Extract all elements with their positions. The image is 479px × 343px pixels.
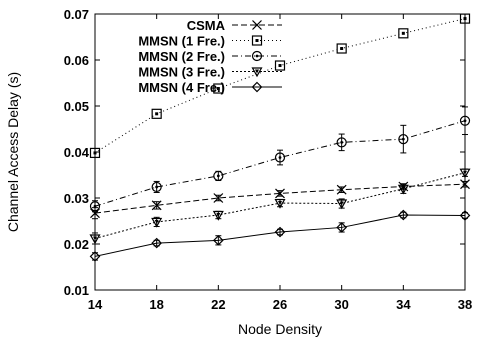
- legend-entry: MMSN (3 Fre.): [138, 65, 282, 80]
- data-point: [336, 43, 347, 54]
- data-point: [151, 108, 162, 119]
- data-point: [274, 60, 286, 71]
- data-point: [398, 28, 409, 39]
- data-point: [213, 193, 224, 203]
- data-point: [213, 170, 224, 182]
- y-tick-label: 0.05: [64, 99, 89, 114]
- legend-marker: [251, 50, 263, 62]
- y-tick-label: 0.07: [64, 7, 89, 22]
- y-tick-label: 0.06: [64, 53, 89, 68]
- legend-label: CSMA: [187, 18, 226, 33]
- x-tick-label: 30: [334, 297, 348, 312]
- y-tick-label: 0.01: [64, 283, 89, 298]
- legend-entry: CSMA: [187, 18, 282, 33]
- series-line: [94, 183, 466, 214]
- data-point: [398, 134, 409, 145]
- legend-marker: [251, 35, 263, 46]
- data-point: [397, 209, 409, 221]
- data-point: [151, 237, 163, 249]
- data-point: [151, 217, 163, 228]
- series-5: [89, 209, 471, 262]
- x-tick-label: 26: [273, 297, 287, 312]
- legend-marker: [251, 67, 263, 78]
- x-axis-label: Node Density: [238, 321, 322, 337]
- data-point: [212, 210, 224, 221]
- x-tick-label: 38: [458, 297, 472, 312]
- legend-entry: MMSN (4 Fre.): [138, 80, 282, 95]
- data-point: [336, 184, 347, 195]
- y-tick-label: 0.02: [64, 237, 89, 252]
- data-point: [212, 234, 224, 246]
- y-tick-label: 0.03: [64, 191, 89, 206]
- data-point: [336, 222, 348, 233]
- legend-marker: [251, 81, 263, 93]
- legend-entry: MMSN (1 Fre.): [138, 34, 282, 49]
- x-tick-label: 34: [396, 297, 411, 312]
- data-point: [336, 199, 348, 210]
- data-point: [151, 200, 162, 211]
- data-point: [275, 188, 285, 199]
- x-tick-label: 22: [211, 297, 225, 312]
- legend-marker: [252, 20, 262, 30]
- data-point: [213, 83, 224, 94]
- legend-label: MMSN (3 Fre.): [138, 65, 225, 80]
- x-tick-label: 14: [88, 297, 103, 312]
- data-point: [151, 181, 162, 193]
- data-point: [397, 184, 409, 195]
- legend-entry: MMSN (2 Fre.): [138, 49, 282, 64]
- legend-label: MMSN (1 Fre.): [138, 34, 225, 49]
- data-point: [274, 198, 286, 209]
- legend-label: MMSN (2 Fre.): [138, 49, 225, 64]
- x-tick-label: 18: [149, 297, 163, 312]
- legend-label: MMSN (4 Fre.): [138, 80, 225, 95]
- data-point: [274, 152, 286, 163]
- y-axis-label: Channel Access Delay (s): [5, 72, 21, 232]
- data-point: [274, 226, 286, 238]
- data-point: [336, 137, 347, 148]
- y-tick-label: 0.04: [64, 145, 90, 160]
